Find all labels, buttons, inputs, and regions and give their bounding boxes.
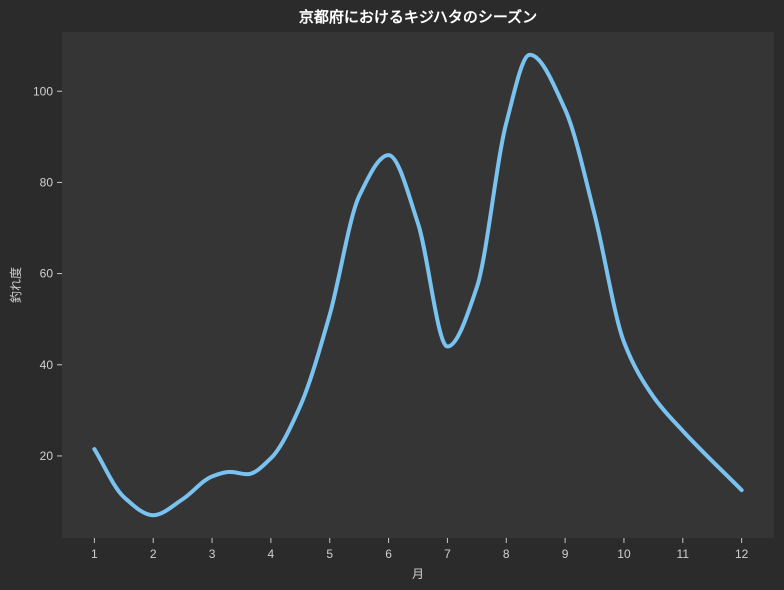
- x-tick-label: 8: [503, 547, 510, 561]
- x-axis-label: 月: [412, 567, 424, 581]
- x-tick-label: 11: [677, 547, 690, 561]
- plot-area: [62, 32, 774, 538]
- y-tick-label: 20: [40, 449, 54, 463]
- x-tick-label: 7: [444, 547, 451, 561]
- x-tick-label: 1: [91, 547, 98, 561]
- x-tick-label: 9: [562, 547, 569, 561]
- x-tick-label: 6: [385, 547, 392, 561]
- y-tick-label: 80: [40, 175, 54, 189]
- x-tick-label: 4: [268, 547, 275, 561]
- series-line: [92, 52, 744, 518]
- y-axis-label: 釣れ度: [8, 267, 23, 303]
- y-tick-label: 60: [40, 267, 54, 281]
- x-tick-label: 3: [209, 547, 216, 561]
- x-tick-label: 10: [617, 547, 631, 561]
- y-tick-label: 100: [33, 84, 53, 98]
- y-tick-label: 40: [40, 358, 54, 372]
- x-tick-label: 12: [735, 547, 749, 561]
- x-tick-label: 2: [150, 547, 157, 561]
- y-axis: 20 40 60 80 100: [33, 84, 62, 463]
- chart-title: 京都府におけるキジハタのシーズン: [299, 8, 537, 26]
- x-axis: 1 2 3 4 5 6 7 8 9 10 11 12: [91, 538, 749, 561]
- x-tick-label: 5: [326, 547, 333, 561]
